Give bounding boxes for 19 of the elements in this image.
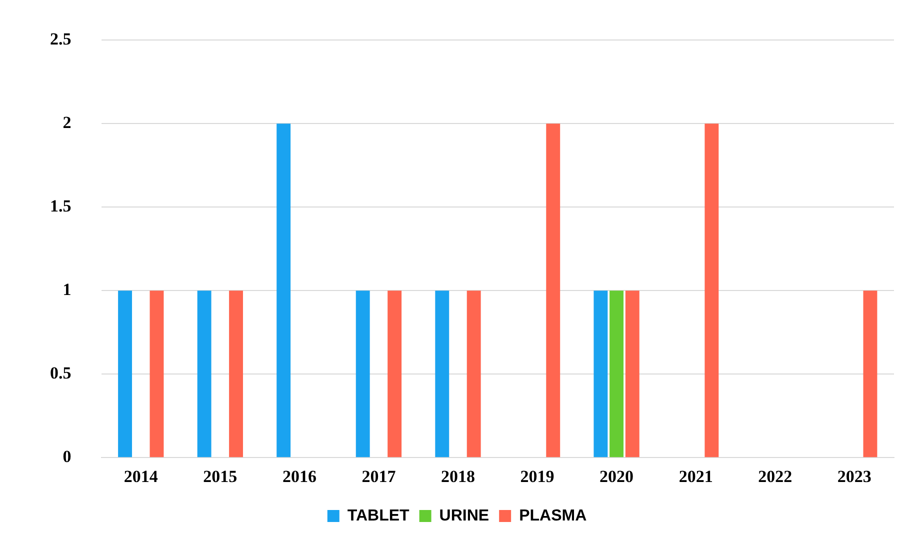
x-tick-label: 2014 bbox=[124, 467, 158, 486]
x-tick-label: 2020 bbox=[600, 467, 634, 486]
x-tick-label: 2017 bbox=[362, 467, 396, 486]
legend-label: PLASMA bbox=[519, 507, 588, 524]
x-tick-label: 2021 bbox=[678, 467, 713, 486]
x-tick-label: 2016 bbox=[282, 467, 316, 486]
x-tick-label: 2018 bbox=[440, 467, 475, 486]
y-tick-label: 0.5 bbox=[50, 364, 72, 383]
y-tick-label: 0 bbox=[62, 446, 72, 466]
x-tick-label: 2023 bbox=[837, 467, 872, 486]
x-tick-label: 2022 bbox=[758, 467, 792, 486]
y-tick-label: 1.5 bbox=[50, 196, 72, 216]
legend-label: TABLET bbox=[347, 507, 410, 524]
y-tick-label: 2 bbox=[62, 113, 72, 132]
y-tick-label: 1 bbox=[62, 280, 72, 300]
legend-label: URINE bbox=[439, 507, 490, 524]
y-tick-label: 2.5 bbox=[50, 30, 72, 49]
x-tick-label: 2019 bbox=[520, 467, 554, 486]
x-tick-label: 2015 bbox=[203, 467, 238, 486]
